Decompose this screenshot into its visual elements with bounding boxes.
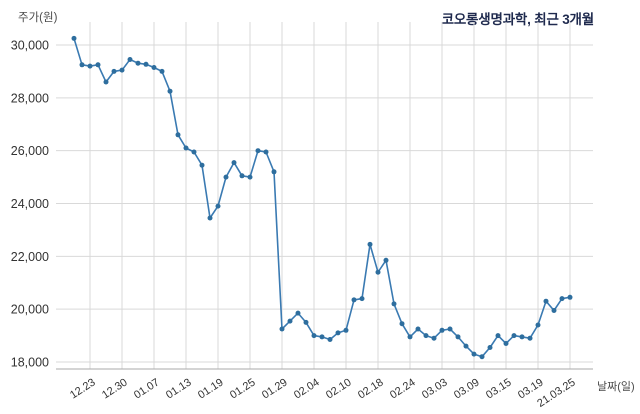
y-tick-label: 26,000 xyxy=(11,144,49,158)
data-point xyxy=(375,269,381,275)
y-tick-label: 30,000 xyxy=(11,39,49,53)
x-tick-label: 01.25 xyxy=(228,376,258,401)
data-point xyxy=(319,334,325,340)
x-tick-label: 02.18 xyxy=(356,376,386,401)
data-point xyxy=(311,333,317,339)
data-point xyxy=(559,296,565,302)
vertical-gridlines xyxy=(89,22,571,369)
x-tick-label: 02.24 xyxy=(388,376,418,401)
y-axis-title: 주가(원) xyxy=(18,12,58,24)
data-point xyxy=(327,337,333,342)
data-point xyxy=(287,318,293,324)
data-point xyxy=(519,334,525,340)
data-point xyxy=(175,132,181,138)
data-point xyxy=(223,174,229,180)
data-point xyxy=(119,67,125,73)
data-point xyxy=(383,257,389,263)
x-tick-label: 01.29 xyxy=(260,376,290,401)
data-point xyxy=(271,169,277,175)
x-tick-label: 03.09 xyxy=(452,376,482,401)
x-tick-label: 03.03 xyxy=(420,376,450,401)
data-point xyxy=(359,296,365,302)
data-point xyxy=(183,145,189,151)
data-point xyxy=(335,330,341,336)
x-tick-label: 01.07 xyxy=(132,376,162,401)
data-point xyxy=(247,174,253,180)
data-point xyxy=(391,301,397,307)
data-point xyxy=(279,326,285,332)
data-point xyxy=(295,310,301,316)
data-point xyxy=(167,88,173,94)
x-tick-label: 02.04 xyxy=(292,376,322,401)
data-point xyxy=(415,326,421,332)
data-point xyxy=(127,57,133,62)
data-point xyxy=(439,327,445,333)
data-point xyxy=(463,343,469,349)
data-point xyxy=(367,241,373,247)
data-point xyxy=(527,335,533,341)
x-tick-label: 01.13 xyxy=(164,376,194,401)
chart-title: 코오롱생명과학, 최근 3개월 xyxy=(441,12,595,27)
data-point xyxy=(199,162,205,168)
data-point xyxy=(511,333,517,339)
y-tick-label: 18,000 xyxy=(11,356,49,370)
data-point xyxy=(471,351,477,357)
data-point xyxy=(343,327,349,333)
y-tick-label: 28,000 xyxy=(11,91,49,105)
data-point xyxy=(447,326,453,332)
data-point xyxy=(79,62,85,68)
data-point xyxy=(87,63,93,69)
x-axis-title: 날짜(일) xyxy=(597,381,635,393)
data-point xyxy=(535,322,541,328)
y-tick-labels: 30,000 28,000 26,000 24,000 22,000 20,000 18,0… xyxy=(11,39,49,370)
data-point xyxy=(191,149,197,155)
data-point xyxy=(151,65,157,70)
y-tick-label: 24,000 xyxy=(11,197,49,211)
data-point xyxy=(231,160,237,166)
data-point xyxy=(215,203,221,209)
x-tick-label: 01.19 xyxy=(196,376,226,401)
x-tick-label: 03.15 xyxy=(484,376,514,401)
data-point xyxy=(455,334,461,340)
x-tick-labels: 12.23 12.30 01.07 01.13 01.19 01.25 01.29 02.04… xyxy=(68,376,578,409)
data-point xyxy=(95,62,101,68)
data-point xyxy=(479,354,485,360)
y-tick-label: 20,000 xyxy=(11,303,49,317)
data-point xyxy=(159,68,165,74)
x-tick-label: 02.10 xyxy=(324,376,354,401)
data-point xyxy=(407,334,413,340)
data-point xyxy=(543,298,549,304)
data-point xyxy=(399,321,405,327)
data-point xyxy=(551,308,557,313)
data-point xyxy=(303,319,309,325)
data-points xyxy=(71,35,573,360)
data-point xyxy=(567,294,573,300)
data-point xyxy=(255,148,261,154)
data-point xyxy=(239,173,245,179)
data-point xyxy=(103,79,109,85)
data-point xyxy=(503,341,509,346)
data-point xyxy=(111,68,117,74)
data-point xyxy=(487,345,493,350)
data-point xyxy=(71,35,77,41)
data-point xyxy=(423,333,429,339)
data-point xyxy=(495,333,501,339)
y-tick-label: 22,000 xyxy=(11,250,49,264)
data-point xyxy=(135,60,141,66)
data-point xyxy=(143,61,149,67)
data-point xyxy=(207,215,213,221)
horizontal-gridlines xyxy=(56,44,593,363)
x-tick-label: 12.30 xyxy=(100,376,130,401)
data-point xyxy=(351,297,357,303)
data-point xyxy=(263,149,269,155)
x-tick-label: 12.23 xyxy=(68,376,98,401)
data-point xyxy=(431,335,437,341)
